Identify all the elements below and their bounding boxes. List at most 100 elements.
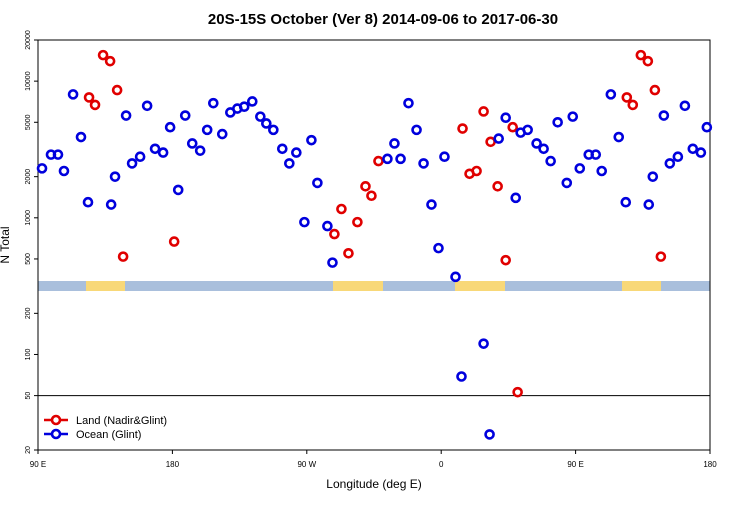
point <box>647 171 659 182</box>
point <box>291 147 302 158</box>
y-tick-label: 100 <box>25 349 32 361</box>
point <box>655 251 667 262</box>
point <box>389 138 400 149</box>
point <box>471 165 482 177</box>
point <box>208 97 219 109</box>
y-tick-label: 500 <box>25 253 32 265</box>
x-axis-label: Longitude (deg E) <box>326 477 421 491</box>
point <box>104 55 116 67</box>
x-tick-label: 180 <box>166 460 180 469</box>
y-tick-label: 2000 <box>25 169 32 185</box>
point <box>439 151 450 162</box>
point <box>457 123 468 134</box>
point <box>627 99 639 111</box>
y-tick-label: 20000 <box>25 30 32 50</box>
y-axis-label: N Total <box>0 226 12 263</box>
point <box>111 84 123 96</box>
point <box>322 220 333 232</box>
point <box>284 158 295 169</box>
point <box>268 124 279 136</box>
point <box>395 153 406 165</box>
point <box>478 338 489 349</box>
point <box>642 55 654 67</box>
point <box>36 163 48 174</box>
legend-label: Ocean (Glint) <box>76 429 141 441</box>
point <box>109 171 121 182</box>
point <box>312 177 323 189</box>
point <box>478 106 489 117</box>
point <box>306 134 317 146</box>
point <box>82 196 94 208</box>
point <box>510 192 522 204</box>
point <box>89 99 101 111</box>
point <box>500 254 512 266</box>
point <box>52 149 64 160</box>
point <box>277 143 288 155</box>
point <box>117 251 129 262</box>
point <box>366 190 377 202</box>
point <box>418 158 429 169</box>
point <box>382 153 393 165</box>
point <box>590 149 602 160</box>
point <box>605 89 617 100</box>
y-tick-label: 1000 <box>25 210 32 226</box>
point <box>433 242 444 254</box>
y-tick-label: 20 <box>25 446 32 454</box>
point <box>512 386 523 398</box>
point <box>613 131 625 143</box>
chart-title: 20S-15S October (Ver 8) 2014-09-06 to 20… <box>208 11 558 28</box>
point <box>658 110 670 121</box>
point <box>141 100 153 112</box>
point <box>695 147 707 158</box>
legend-label: Land (Nadir&Glint) <box>76 415 167 427</box>
point <box>120 110 132 121</box>
point <box>105 199 117 210</box>
y-tick-label: 200 <box>25 307 32 319</box>
point <box>97 49 109 61</box>
point <box>403 97 414 109</box>
x-tick-label: 90 W <box>297 460 316 469</box>
point <box>635 49 647 61</box>
y-tick-label: 5000 <box>25 114 32 130</box>
y-tick-label: 10000 <box>25 71 32 91</box>
point <box>507 121 519 133</box>
x-tick-label: 90 E <box>30 460 46 469</box>
point <box>492 181 503 192</box>
point <box>299 216 310 228</box>
point <box>620 196 632 208</box>
point <box>493 133 504 144</box>
point <box>574 163 586 174</box>
point <box>360 181 371 192</box>
point <box>261 118 272 129</box>
point <box>679 100 691 112</box>
plot-frame <box>37 39 711 451</box>
point <box>561 177 573 189</box>
point <box>83 92 95 103</box>
point <box>484 429 495 440</box>
x-tick-label: 0 <box>439 460 444 469</box>
point <box>216 128 228 140</box>
point <box>701 121 713 133</box>
point <box>426 199 437 210</box>
point <box>643 199 655 210</box>
y-tick-label: 50 <box>25 392 32 400</box>
point <box>552 116 563 128</box>
land-mask-strip <box>38 281 710 291</box>
point <box>373 155 384 167</box>
point <box>67 89 79 100</box>
x-tick-label: 90 E <box>567 460 583 469</box>
point <box>343 247 354 259</box>
point <box>522 124 533 136</box>
point <box>450 271 461 283</box>
point <box>649 84 661 96</box>
x-tick-label: 180 <box>703 460 717 469</box>
point <box>134 151 146 162</box>
point <box>329 228 340 240</box>
point <box>179 110 191 121</box>
point <box>596 165 608 177</box>
legend-marker <box>50 428 62 440</box>
point <box>687 143 699 155</box>
point <box>567 111 579 122</box>
point <box>157 147 169 158</box>
